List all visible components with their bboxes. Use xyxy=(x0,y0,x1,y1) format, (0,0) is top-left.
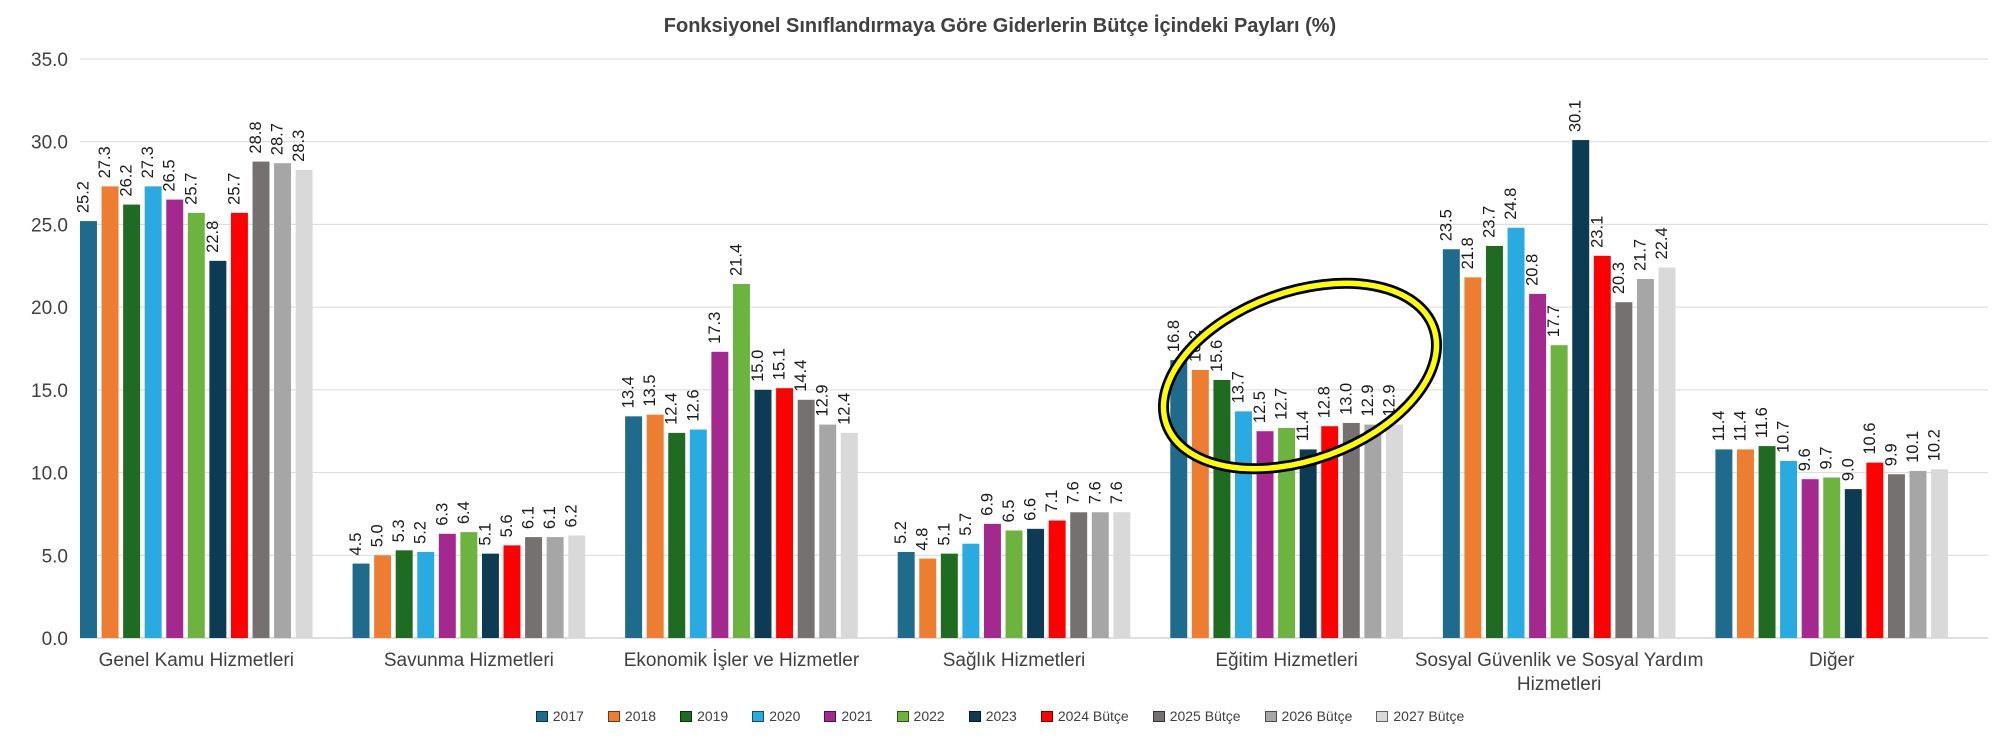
svg-text:12.7: 12.7 xyxy=(1273,388,1291,420)
svg-text:16.8: 16.8 xyxy=(1165,320,1183,352)
svg-text:Sağlık Hizmetleri: Sağlık Hizmetleri xyxy=(943,650,1086,671)
svg-text:26.5: 26.5 xyxy=(161,159,179,191)
svg-text:4.8: 4.8 xyxy=(914,528,932,551)
svg-text:35.0: 35.0 xyxy=(31,50,68,71)
svg-text:24.8: 24.8 xyxy=(1502,188,1520,220)
svg-text:5.2: 5.2 xyxy=(892,521,910,544)
svg-text:15.6: 15.6 xyxy=(1208,340,1226,372)
svg-text:30.1: 30.1 xyxy=(1567,100,1585,132)
svg-text:25.2: 25.2 xyxy=(74,181,92,213)
svg-text:7.6: 7.6 xyxy=(1108,481,1126,504)
svg-text:Hizmetleri: Hizmetleri xyxy=(1517,674,1601,695)
svg-text:0.0: 0.0 xyxy=(42,629,68,650)
svg-text:Savunma Hizmetleri: Savunma Hizmetleri xyxy=(384,650,554,671)
svg-text:5.3: 5.3 xyxy=(390,519,408,542)
svg-text:23.1: 23.1 xyxy=(1588,216,1606,248)
svg-text:7.1: 7.1 xyxy=(1043,490,1061,513)
svg-text:12.9: 12.9 xyxy=(1359,384,1377,416)
svg-text:20.3: 20.3 xyxy=(1610,262,1628,294)
svg-text:6.1: 6.1 xyxy=(541,506,559,529)
svg-text:9.6: 9.6 xyxy=(1796,448,1814,471)
svg-text:15.1: 15.1 xyxy=(771,348,789,380)
svg-text:5.0: 5.0 xyxy=(42,546,68,567)
svg-text:20.0: 20.0 xyxy=(31,298,68,319)
svg-text:11.4: 11.4 xyxy=(1294,411,1312,442)
svg-text:13.7: 13.7 xyxy=(1229,371,1247,403)
svg-text:6.9: 6.9 xyxy=(978,493,996,516)
svg-text:21.7: 21.7 xyxy=(1631,239,1649,271)
svg-text:6.4: 6.4 xyxy=(455,501,473,524)
svg-text:12.5: 12.5 xyxy=(1251,391,1269,423)
svg-text:15.0: 15.0 xyxy=(749,350,767,382)
svg-text:9.0: 9.0 xyxy=(1839,458,1857,481)
svg-text:10.0: 10.0 xyxy=(31,464,68,485)
svg-text:10.2: 10.2 xyxy=(1926,429,1944,461)
svg-text:Eğitim Hizmetleri: Eğitim Hizmetleri xyxy=(1215,650,1358,671)
svg-text:14.4: 14.4 xyxy=(792,360,810,392)
svg-text:9.7: 9.7 xyxy=(1818,447,1836,470)
svg-text:27.3: 27.3 xyxy=(96,146,114,178)
svg-text:28.7: 28.7 xyxy=(269,123,287,155)
svg-text:5.7: 5.7 xyxy=(957,513,975,536)
svg-text:Sosyal Güvenlik ve Sosyal Yard: Sosyal Güvenlik ve Sosyal Yardım xyxy=(1415,650,1704,671)
svg-text:7.6: 7.6 xyxy=(1086,481,1104,504)
svg-text:28.3: 28.3 xyxy=(290,130,308,162)
svg-text:12.9: 12.9 xyxy=(814,384,832,416)
svg-text:30.0: 30.0 xyxy=(31,133,68,154)
svg-text:12.6: 12.6 xyxy=(684,389,702,421)
svg-text:28.8: 28.8 xyxy=(247,121,265,153)
svg-text:10.6: 10.6 xyxy=(1861,423,1879,455)
svg-text:17.3: 17.3 xyxy=(706,312,724,344)
svg-text:21.8: 21.8 xyxy=(1459,237,1477,269)
svg-text:5.2: 5.2 xyxy=(412,521,430,544)
svg-text:27.3: 27.3 xyxy=(139,146,157,178)
svg-text:15.0: 15.0 xyxy=(31,381,68,402)
svg-text:11.4: 11.4 xyxy=(1731,411,1749,442)
svg-text:12.8: 12.8 xyxy=(1316,386,1334,418)
svg-text:5.6: 5.6 xyxy=(498,514,516,537)
svg-text:6.3: 6.3 xyxy=(433,503,451,526)
svg-text:6.2: 6.2 xyxy=(563,504,581,527)
svg-text:6.5: 6.5 xyxy=(1000,500,1018,523)
svg-text:25.0: 25.0 xyxy=(31,215,68,236)
svg-text:4.5: 4.5 xyxy=(347,533,365,556)
svg-text:12.4: 12.4 xyxy=(663,393,681,425)
svg-text:Diğer: Diğer xyxy=(1809,650,1855,671)
svg-text:11.6: 11.6 xyxy=(1753,407,1771,438)
svg-text:25.7: 25.7 xyxy=(182,173,200,205)
svg-text:13.0: 13.0 xyxy=(1337,383,1355,415)
svg-text:5.0: 5.0 xyxy=(369,524,387,547)
svg-text:6.6: 6.6 xyxy=(1022,498,1040,521)
svg-text:10.1: 10.1 xyxy=(1904,431,1922,463)
svg-text:13.4: 13.4 xyxy=(620,376,638,408)
svg-text:5.1: 5.1 xyxy=(476,523,494,546)
svg-text:25.7: 25.7 xyxy=(225,173,243,205)
svg-text:11.4: 11.4 xyxy=(1710,411,1728,442)
svg-text:Genel Kamu Hizmetleri: Genel Kamu Hizmetleri xyxy=(99,650,294,671)
svg-text:22.4: 22.4 xyxy=(1653,227,1671,259)
svg-text:13.5: 13.5 xyxy=(641,375,659,407)
svg-text:12.4: 12.4 xyxy=(835,393,853,425)
svg-text:17.7: 17.7 xyxy=(1545,305,1563,337)
svg-text:7.6: 7.6 xyxy=(1065,481,1083,504)
svg-text:21.4: 21.4 xyxy=(727,244,745,276)
svg-text:23.7: 23.7 xyxy=(1480,206,1498,238)
svg-text:Ekonomik İşler ve Hizmetler: Ekonomik İşler ve Hizmetler xyxy=(624,650,860,671)
svg-text:6.1: 6.1 xyxy=(520,506,538,529)
svg-text:22.8: 22.8 xyxy=(204,221,222,253)
svg-text:5.1: 5.1 xyxy=(935,523,953,546)
svg-text:9.9: 9.9 xyxy=(1882,443,1900,466)
svg-text:23.5: 23.5 xyxy=(1437,209,1455,241)
svg-text:10.7: 10.7 xyxy=(1775,421,1793,453)
svg-text:20.8: 20.8 xyxy=(1524,254,1542,286)
svg-text:26.2: 26.2 xyxy=(118,164,136,196)
